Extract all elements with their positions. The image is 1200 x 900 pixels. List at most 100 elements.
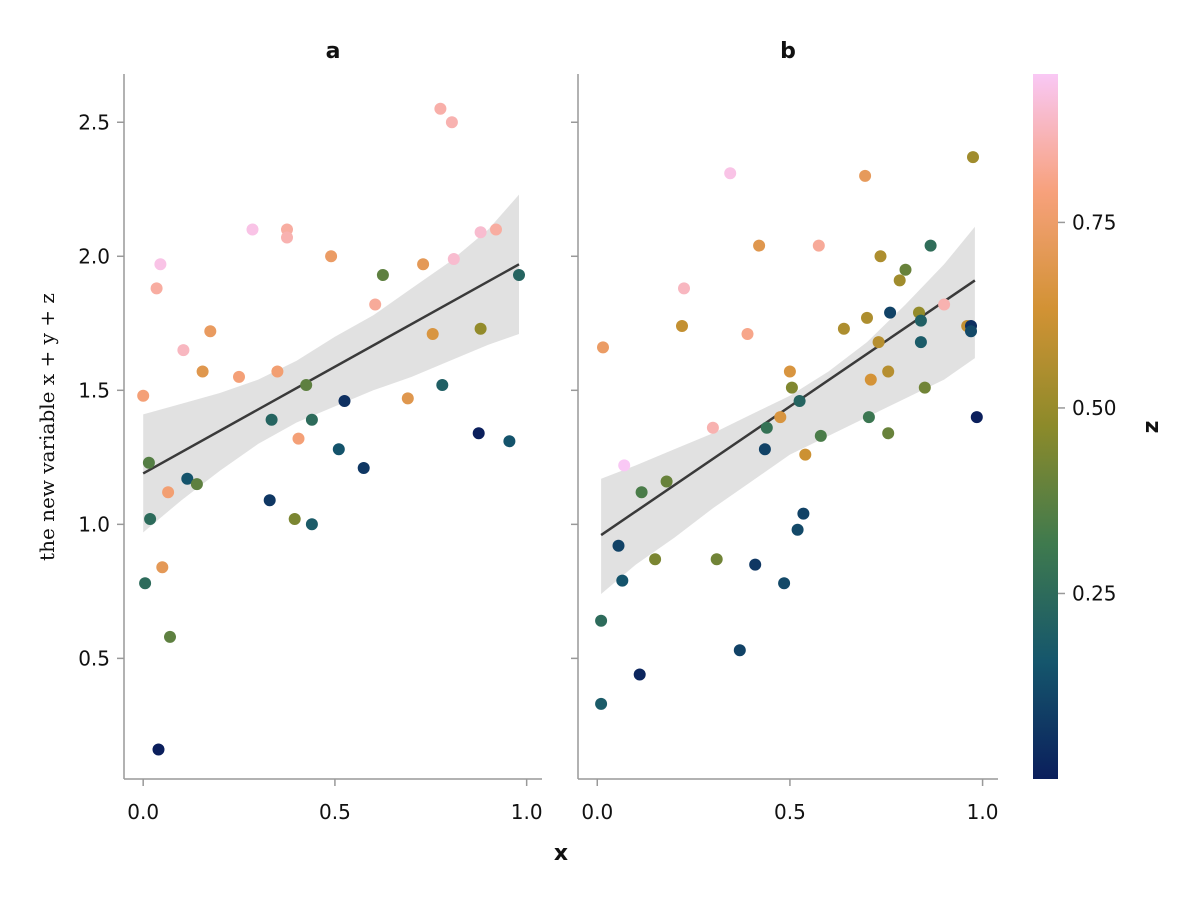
data-point [649,553,662,566]
data-point [967,151,979,164]
colorbar-title: z [1139,421,1164,434]
data-point [710,553,723,566]
data-point [612,539,625,552]
data-point [837,322,850,335]
data-point [162,486,175,499]
data-point [884,306,897,319]
data-point [676,320,688,332]
data-point [678,282,690,295]
panel-a-title: a [326,39,341,64]
data-point [793,395,806,407]
data-point [292,432,305,445]
data-point [859,169,872,182]
panel-a: a 0.0 0.5 1.0 0.5 1.0 1.5 2.0 2.5 [78,39,542,824]
data-point [332,443,345,456]
data-point [472,427,485,440]
y-axis-title: the new variable x + y + z [35,293,59,561]
data-point [597,341,609,354]
data-point [246,223,259,236]
confidence-band [601,226,975,595]
data-point [785,381,798,394]
data-point [595,697,608,710]
data-point [618,459,631,472]
data-point [288,513,301,525]
panel-a-points [137,102,525,756]
data-point [445,116,458,129]
data-point [633,668,646,681]
data-point [196,365,209,378]
data-point [758,443,771,456]
data-point [369,298,382,311]
x-tick-label: 0.0 [127,800,159,824]
data-point [616,574,629,587]
data-point [914,314,927,327]
data-point [265,413,278,426]
data-point [436,379,449,391]
data-point [799,448,812,461]
data-point [774,411,787,424]
y-tick-label: 1.0 [78,512,110,536]
data-point [325,250,338,263]
colorbar-tick-label: 0.50 [1072,396,1117,420]
data-point [812,239,825,252]
data-point [724,167,737,180]
colorbar-ticks: 0.25 0.50 0.75 [1058,210,1117,605]
panel-a-confidence-band [143,194,519,533]
data-point [401,392,414,405]
data-point [137,389,150,402]
colorbar-tick-label: 0.75 [1072,210,1117,234]
data-point [474,226,487,239]
data-point [749,558,762,571]
x-tick-label: 1.0 [511,800,543,824]
data-point [300,379,313,391]
data-point [181,472,194,485]
data-point [899,263,912,276]
data-point [595,614,608,627]
panel-b-axes: 0.0 0.5 1.0 [571,74,998,824]
data-point [778,577,791,590]
data-point [791,523,804,536]
data-point [741,328,754,340]
colorbar-tick-label: 0.25 [1072,581,1117,605]
data-point [233,370,245,383]
data-point [814,429,827,442]
data-point [938,298,951,311]
y-tick-label: 0.5 [78,646,110,670]
data-point [760,421,773,434]
colorbar: 0.25 0.50 0.75 z [1033,74,1164,779]
data-point [305,518,318,531]
panel-b-fit-line [600,279,976,537]
data-point [753,239,766,252]
data-point [305,413,318,426]
colorbar-gradient [1033,74,1058,779]
data-point [154,258,167,271]
data-point [281,231,293,244]
data-point [190,478,203,491]
data-point [864,373,877,386]
data-point [914,336,927,349]
data-point [263,494,276,507]
y-tick-label: 1.5 [78,378,110,402]
data-point [970,411,983,424]
x-axis-title: x [554,841,568,866]
data-point [142,456,155,469]
data-point [474,322,487,335]
data-point [965,325,977,338]
panel-b: b 0.0 0.5 1.0 [571,39,998,824]
data-point [357,462,370,474]
data-point [164,630,176,643]
data-point [783,365,796,378]
fit-line [600,279,976,537]
data-point [490,223,502,236]
data-point [204,325,217,338]
data-point [861,311,873,324]
data-point [924,239,937,252]
data-point [156,561,169,574]
data-point [434,102,447,115]
data-point [872,336,885,349]
y-tick-label: 2.0 [78,244,110,268]
data-point [503,435,516,448]
data-point [918,381,931,394]
fit-line [142,263,520,475]
